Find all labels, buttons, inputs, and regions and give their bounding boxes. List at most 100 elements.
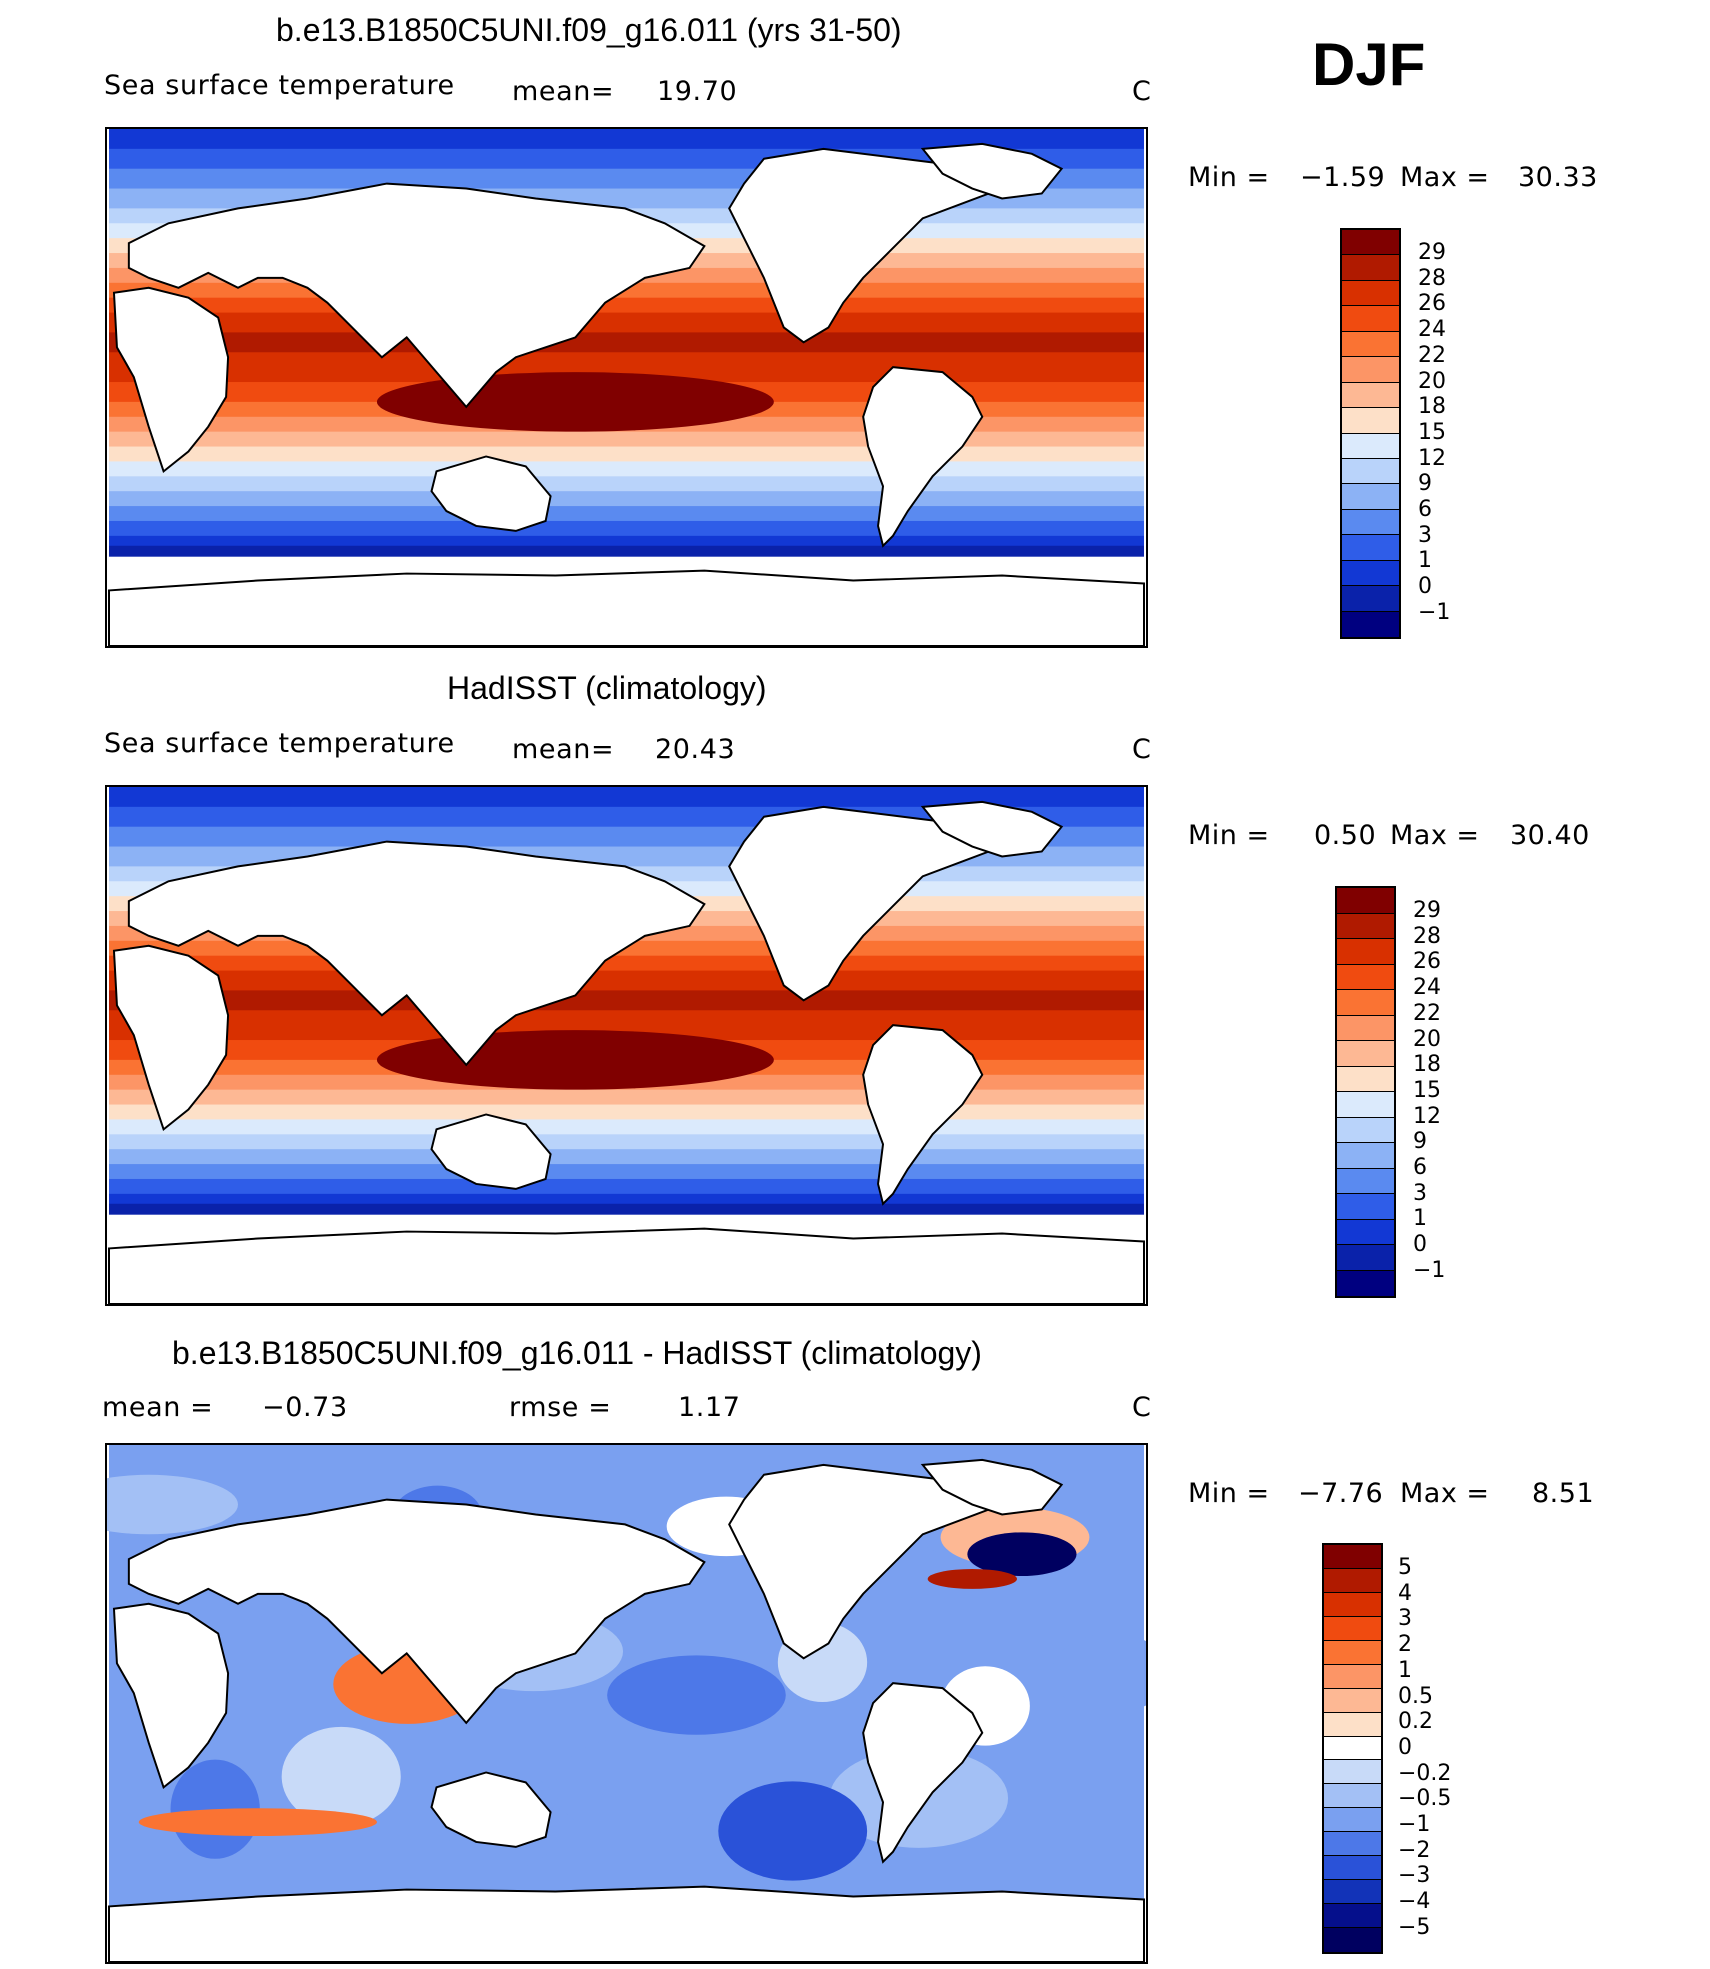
colorbar-swatch xyxy=(1342,484,1399,510)
colorbar-tick-label: 1 xyxy=(1398,1657,1412,1683)
sst-band xyxy=(109,1149,1144,1166)
colorbar-tick-label: 2 xyxy=(1398,1632,1412,1658)
colorbar-swatch xyxy=(1337,990,1394,1016)
map-field xyxy=(108,787,1145,1304)
sst-band xyxy=(109,1178,1144,1195)
colorbar-tick-label: 3 xyxy=(1398,1606,1412,1632)
coastline xyxy=(108,1885,1145,1962)
colorbar-tick-label: 15 xyxy=(1413,1077,1441,1103)
sst-band xyxy=(109,476,1144,493)
colorbar-swatch xyxy=(1342,408,1399,434)
colorbar-swatch xyxy=(1337,1270,1394,1296)
panel-1-colorbar xyxy=(1340,228,1401,639)
colorbar-swatch xyxy=(1342,611,1399,637)
panel-1-map xyxy=(105,127,1148,648)
panel-3-unit: C xyxy=(1132,1392,1152,1423)
sst-band xyxy=(109,1104,1144,1121)
diff-blob xyxy=(967,1532,1077,1576)
panel-3-colorbar xyxy=(1322,1543,1383,1954)
coastline xyxy=(112,286,230,474)
sst-band xyxy=(109,1119,1144,1136)
diff-blob xyxy=(718,1781,868,1881)
sst-band xyxy=(109,1134,1144,1151)
colorbar-tick-label: 28 xyxy=(1413,923,1441,949)
map-field xyxy=(108,129,1145,646)
panel-3-map xyxy=(105,1443,1148,1964)
sst-band xyxy=(109,491,1144,508)
colorbar-swatch xyxy=(1342,458,1399,485)
colorbar-swatch xyxy=(1342,255,1399,281)
colorbar-tick-label: 15 xyxy=(1418,419,1446,445)
panel-2-map xyxy=(105,785,1148,1306)
colorbar-tick-label: −0.5 xyxy=(1398,1786,1452,1812)
colorbar-swatch xyxy=(1324,1640,1381,1665)
colorbar-swatch xyxy=(1324,1688,1381,1713)
colorbar-swatch xyxy=(1324,1856,1381,1881)
panel-2-mean-label: mean= xyxy=(512,734,615,765)
colorbar-swatch xyxy=(1337,1092,1394,1118)
sst-band xyxy=(109,312,1144,334)
colorbar-tick-label: 0 xyxy=(1413,1232,1427,1258)
map-field xyxy=(107,1445,1146,1962)
panel-3-min-value: −7.76 xyxy=(1298,1478,1384,1509)
panel-1-max-label: Max = xyxy=(1400,162,1490,193)
sst-band xyxy=(109,431,1144,448)
colorbar-swatch xyxy=(1337,1168,1394,1194)
coastline xyxy=(127,182,706,409)
panel-2-max-label: Max = xyxy=(1390,820,1480,851)
season-label: DJF xyxy=(1312,31,1426,98)
coastline xyxy=(127,840,706,1067)
panel-1-min-value: −1.59 xyxy=(1300,162,1386,193)
colorbar-tick-label: 28 xyxy=(1418,265,1446,291)
sst-band xyxy=(109,787,1144,808)
sst-band xyxy=(109,545,1144,557)
diff-blob xyxy=(607,1655,786,1735)
colorbar-tick-label: −1 xyxy=(1398,1812,1431,1837)
colorbar-swatch xyxy=(1324,1784,1381,1809)
panel-1-title: b.e13.B1850C5UNI.f09_g16.011 (yrs 31-50) xyxy=(276,12,902,48)
colorbar-tick-label: 24 xyxy=(1418,317,1446,343)
colorbar-swatch xyxy=(1337,1117,1394,1143)
sst-band xyxy=(109,955,1144,972)
colorbar-swatch xyxy=(1342,586,1399,612)
colorbar-tick-label: 1 xyxy=(1413,1206,1427,1232)
coastline xyxy=(920,800,1064,858)
colorbar-swatch xyxy=(1324,1904,1381,1928)
colorbar-swatch xyxy=(1337,913,1394,939)
coastline xyxy=(430,1771,552,1848)
colorbar-tick-label: −2 xyxy=(1398,1837,1431,1863)
sst-band xyxy=(109,1089,1144,1106)
colorbar-tick-label: 20 xyxy=(1418,368,1446,394)
coastline xyxy=(108,569,1145,646)
colorbar-tick-label: 3 xyxy=(1418,522,1432,548)
colorbar-tick-label: 0 xyxy=(1398,1734,1412,1760)
diff-blob xyxy=(1051,1633,1146,1713)
colorbar-swatch xyxy=(1342,280,1399,307)
sst-band xyxy=(109,506,1144,522)
sst-band xyxy=(109,990,1144,1012)
panel-3-max-value: 8.51 xyxy=(1532,1478,1595,1509)
colorbar-swatch xyxy=(1337,1041,1394,1067)
colorbar-swatch xyxy=(1324,1880,1381,1905)
sst-band xyxy=(109,520,1144,537)
colorbar-tick-label: 29 xyxy=(1418,240,1446,265)
colorbar-tick-label: 18 xyxy=(1418,394,1446,420)
panel-3-rmse-label: rmse = xyxy=(509,1392,612,1423)
panel-1-min-label: Min = xyxy=(1188,162,1270,193)
coastline xyxy=(862,1024,984,1206)
diff-blob xyxy=(107,1474,238,1535)
coastline xyxy=(127,1498,706,1725)
colorbar-swatch xyxy=(1337,1194,1394,1220)
colorbar-swatch xyxy=(1324,1832,1381,1857)
panel-3-max-label: Max = xyxy=(1400,1478,1490,1509)
panel-1-mean-label: mean= xyxy=(512,76,615,107)
colorbar-swatch xyxy=(1337,964,1394,990)
colorbar-swatch xyxy=(1324,1664,1381,1689)
panel-1-variable-label: Sea surface temperature xyxy=(104,70,455,101)
colorbar-swatch xyxy=(1337,939,1394,965)
colorbar-swatch xyxy=(1342,433,1399,459)
panel-3-mean-label: mean = xyxy=(102,1392,214,1423)
diff-blob xyxy=(927,1569,1017,1589)
sst-band xyxy=(109,332,1144,354)
sst-band xyxy=(109,1193,1144,1205)
